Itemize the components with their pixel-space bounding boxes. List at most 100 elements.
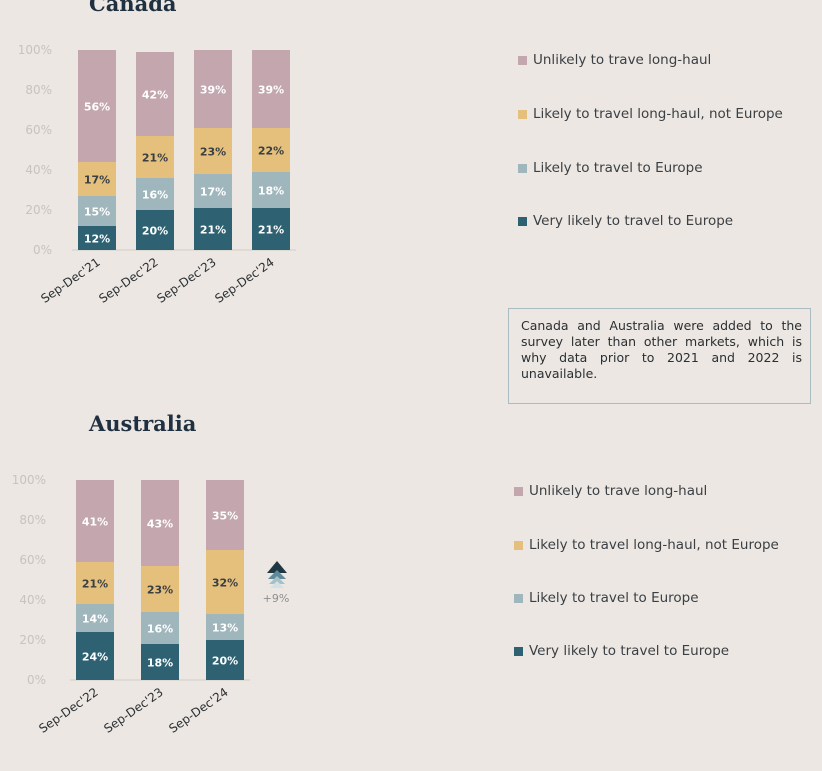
data-label: 20%	[212, 655, 238, 668]
bar-segment	[136, 52, 174, 136]
y-tick-label: 40%	[25, 163, 52, 177]
legend-swatch	[514, 593, 523, 603]
y-tick-label: 40%	[19, 593, 46, 607]
bar-segment	[78, 196, 116, 226]
legend-label: Likely to travel to Europe	[533, 160, 703, 176]
australia-chart-title: Australia	[89, 411, 197, 436]
data-label: 14%	[82, 613, 108, 626]
legend-swatch	[514, 486, 523, 496]
data-label: 21%	[258, 224, 284, 237]
legend-item-long-haul: Likely to travel long-haul, not Europe	[518, 106, 783, 122]
bar-segment	[252, 208, 290, 250]
legend-swatch	[514, 540, 523, 550]
y-tick-label: 20%	[19, 633, 46, 647]
data-label: 35%	[212, 510, 238, 523]
data-label: 56%	[84, 101, 110, 114]
legend-item-unlikely: Unlikely to trave long-haul	[518, 52, 711, 68]
data-label: 21%	[82, 578, 108, 591]
data-label: 41%	[82, 516, 108, 529]
legend-item-long-haul: Likely to travel long-haul, not Europe	[514, 537, 779, 553]
bar-segment	[136, 210, 174, 250]
y-tick-label: 60%	[19, 553, 46, 567]
data-label: 21%	[200, 224, 226, 237]
data-label: 16%	[142, 189, 168, 202]
data-label: 18%	[147, 657, 173, 670]
bar-segment	[76, 562, 114, 604]
bar-segment	[194, 128, 232, 174]
data-label: 39%	[200, 84, 226, 97]
legend-label: Likely to travel long-haul, not Europe	[529, 537, 779, 553]
bar-segment	[76, 632, 114, 680]
legend-swatch	[518, 216, 527, 226]
bar-segment	[252, 50, 290, 128]
y-tick-label: 100%	[18, 43, 52, 57]
x-tick-label: Sep-Dec'24	[166, 685, 230, 736]
bar-segment	[206, 480, 244, 550]
legend-swatch	[518, 109, 527, 119]
legend-label: Likely to travel long-haul, not Europe	[533, 106, 783, 122]
bar-segment	[78, 50, 116, 162]
australia-chart: 100% 80% 60% 40% 20% 0% 24% 14% 21% 41% Sep-Dec'22…	[12, 473, 250, 736]
bar-segment	[194, 50, 232, 128]
x-tick-label: Sep-Dec'24	[212, 255, 276, 306]
x-tick-label: Sep-Dec'22	[36, 685, 100, 736]
bar-segment	[141, 480, 179, 566]
legend-label: Very likely to travel to Europe	[529, 643, 730, 659]
bar-segment	[194, 174, 232, 208]
x-tick-label: Sep-Dec'23	[154, 255, 218, 306]
data-label: 17%	[200, 186, 226, 199]
bar-segment	[136, 178, 174, 210]
bar-segment	[78, 162, 116, 196]
bar-segment	[76, 604, 114, 632]
bar-segment	[206, 614, 244, 640]
increase-annotation: +9%	[262, 592, 290, 605]
y-tick-label: 100%	[12, 473, 46, 487]
x-tick-label: Sep-Dec'23	[101, 685, 165, 736]
y-tick-label: 0%	[33, 243, 52, 257]
data-label: 12%	[84, 233, 110, 246]
bar-segment	[141, 644, 179, 680]
data-label: 39%	[258, 84, 284, 97]
bar-segment	[206, 550, 244, 614]
data-label: 23%	[200, 146, 226, 159]
data-label: 43%	[147, 518, 173, 531]
data-label: 24%	[82, 651, 108, 664]
data-label: 16%	[147, 623, 173, 636]
legend-swatch	[518, 55, 527, 65]
legend-label: Likely to travel to Europe	[529, 590, 699, 606]
legend-swatch	[514, 646, 523, 656]
legend-item-likely-europe: Likely to travel to Europe	[518, 160, 703, 176]
data-label: 20%	[142, 225, 168, 238]
data-label: 42%	[142, 89, 168, 102]
bar-segment	[194, 208, 232, 250]
data-label: 22%	[258, 145, 284, 158]
bar-segment	[78, 226, 116, 250]
legend-swatch	[518, 163, 527, 173]
data-label: 13%	[212, 622, 238, 635]
y-tick-label: 80%	[25, 83, 52, 97]
y-tick-label: 20%	[25, 203, 52, 217]
legend-label: Very likely to travel to Europe	[533, 213, 734, 229]
x-tick-label: Sep-Dec'21	[38, 255, 102, 306]
data-label: 18%	[258, 185, 284, 198]
bar-segment	[76, 480, 114, 562]
y-tick-label: 60%	[25, 123, 52, 137]
data-label: 32%	[212, 577, 238, 590]
legend-item-unlikely: Unlikely to trave long-haul	[514, 483, 707, 499]
stacked-up-arrow-icon	[262, 560, 292, 595]
data-label: 15%	[84, 206, 110, 219]
bar-segment	[252, 128, 290, 172]
canada-chart-title: Canada	[89, 0, 177, 16]
canada-chart: 100% 80% 60% 40% 20% 0% 12% 15% 17% 56% Sep-Dec'21…	[18, 43, 296, 306]
data-label: 21%	[142, 152, 168, 165]
legend-item-likely-europe: Likely to travel to Europe	[514, 590, 699, 606]
survey-note: Canada and Australia were added to the s…	[508, 308, 811, 404]
y-tick-label: 80%	[19, 513, 46, 527]
y-tick-label: 0%	[27, 673, 46, 687]
bar-segment	[136, 136, 174, 178]
legend-item-very-likely-europe: Very likely to travel to Europe	[518, 213, 733, 229]
x-tick-label: Sep-Dec'22	[96, 255, 160, 306]
bar-segment	[141, 566, 179, 612]
legend-label: Unlikely to trave long-haul	[533, 52, 712, 68]
bar-segment	[141, 612, 179, 644]
